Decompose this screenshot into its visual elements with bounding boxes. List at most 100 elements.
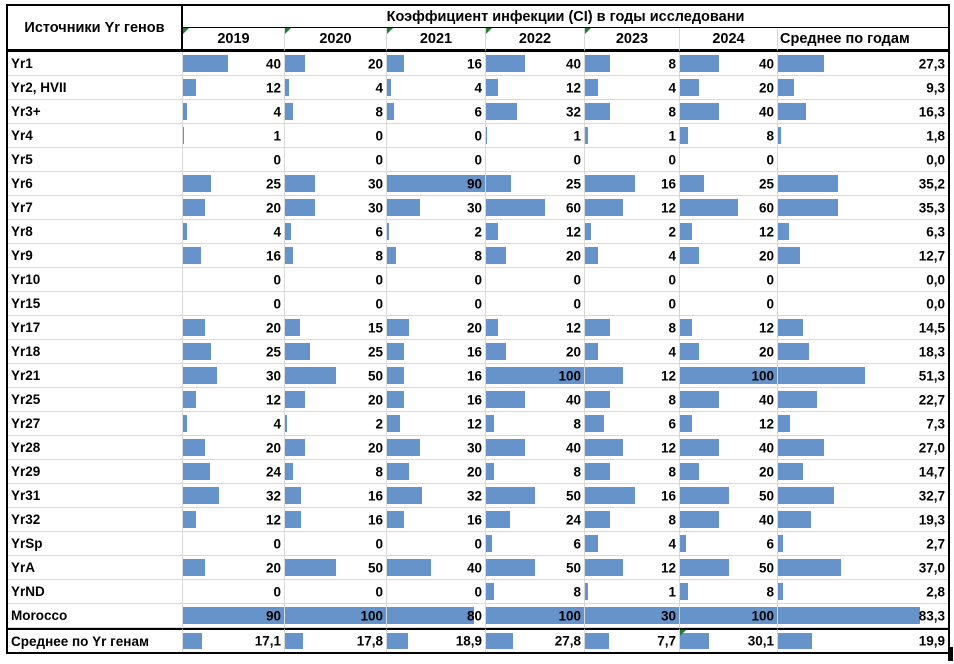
footer-cell[interactable]: 30,1 [680,628,778,652]
table-cell[interactable]: 0 [387,580,486,604]
table-cell-average[interactable]: 0,0 [778,148,948,172]
table-cell[interactable]: 20 [387,460,486,484]
table-cell[interactable]: 8 [285,100,387,124]
table-cell[interactable]: 8 [585,316,680,340]
table-cell[interactable]: 0 [585,148,680,172]
table-cell[interactable]: 50 [680,484,778,508]
table-cell[interactable]: 50 [486,484,585,508]
row-label-cell[interactable]: Yr7 [8,196,183,220]
table-cell[interactable]: 0 [387,532,486,556]
table-cell[interactable]: 25 [680,172,778,196]
table-cell[interactable]: 30 [285,172,387,196]
table-cell-average[interactable]: 12,7 [778,244,948,268]
table-cell[interactable]: 90 [183,604,285,628]
table-cell[interactable]: 100 [486,604,585,628]
row-label-cell[interactable]: Yr31 [8,484,183,508]
table-cell[interactable]: 4 [585,340,680,364]
table-cell[interactable]: 40 [387,556,486,580]
table-cell[interactable]: 16 [387,340,486,364]
table-cell[interactable]: 50 [680,556,778,580]
table-cell[interactable]: 60 [680,196,778,220]
row-label-cell[interactable]: YrA [8,556,183,580]
table-cell[interactable]: 12 [585,436,680,460]
row-label-cell[interactable]: Yr18 [8,340,183,364]
column-header-2019[interactable]: 2019 [183,28,285,52]
table-cell-average[interactable]: 51,3 [778,364,948,388]
table-cell[interactable]: 1 [585,580,680,604]
table-cell[interactable]: 40 [680,508,778,532]
table-cell[interactable]: 25 [285,340,387,364]
table-cell[interactable]: 0 [285,292,387,316]
table-cell[interactable]: 20 [680,76,778,100]
table-cell[interactable]: 16 [585,172,680,196]
table-cell[interactable]: 2 [285,412,387,436]
table-cell[interactable]: 12 [486,220,585,244]
table-cell[interactable]: 40 [486,52,585,76]
table-cell-average[interactable]: 18,3 [778,340,948,364]
table-cell[interactable]: 16 [387,508,486,532]
table-cell[interactable]: 4 [387,76,486,100]
table-cell[interactable]: 20 [387,316,486,340]
table-cell[interactable]: 16 [183,244,285,268]
table-cell[interactable]: 30 [387,196,486,220]
table-cell[interactable]: 4 [183,220,285,244]
table-cell[interactable]: 25 [486,172,585,196]
table-cell[interactable]: 32 [183,484,285,508]
table-cell[interactable]: 20 [183,196,285,220]
table-cell[interactable]: 12 [183,388,285,412]
table-cell[interactable]: 4 [585,532,680,556]
table-cell[interactable]: 24 [183,460,285,484]
table-cell-average[interactable]: 27,0 [778,436,948,460]
table-cell[interactable]: 0 [285,148,387,172]
table-cell[interactable]: 8 [486,412,585,436]
row-label-cell[interactable]: Yr29 [8,460,183,484]
row-label-cell[interactable]: Yr4 [8,124,183,148]
table-cell[interactable]: 0 [585,268,680,292]
table-cell[interactable]: 30 [183,364,285,388]
table-cell[interactable]: 24 [486,508,585,532]
table-cell[interactable]: 20 [285,436,387,460]
table-cell[interactable]: 8 [680,124,778,148]
table-cell[interactable]: 4 [183,100,285,124]
column-header-2023[interactable]: 2023 [585,28,680,52]
table-cell-average[interactable]: 16,3 [778,100,948,124]
row-label-cell[interactable]: Morocco [8,604,183,628]
footer-cell[interactable]: 18,9 [387,628,486,652]
row-label-cell[interactable]: Yr27 [8,412,183,436]
table-cell[interactable]: 20 [183,316,285,340]
table-cell[interactable]: 0 [183,580,285,604]
table-cell[interactable]: 32 [387,484,486,508]
table-cell-average[interactable]: 9,3 [778,76,948,100]
table-cell[interactable]: 0 [183,268,285,292]
row-label-cell[interactable]: YrSp [8,532,183,556]
table-cell[interactable]: 0 [285,268,387,292]
table-cell[interactable]: 0 [183,532,285,556]
table-cell[interactable]: 6 [285,220,387,244]
table-cell[interactable]: 8 [486,580,585,604]
table-cell[interactable]: 8 [585,52,680,76]
table-cell[interactable]: 0 [585,292,680,316]
table-cell[interactable]: 50 [285,364,387,388]
table-cell[interactable]: 12 [680,316,778,340]
row-label-cell[interactable]: Yr15 [8,292,183,316]
table-cell[interactable]: 6 [486,532,585,556]
table-cell[interactable]: 16 [387,364,486,388]
table-cell-average[interactable]: 14,5 [778,316,948,340]
table-cell[interactable]: 1 [486,124,585,148]
table-cell-average[interactable]: 35,2 [778,172,948,196]
table-cell[interactable]: 0 [285,580,387,604]
table-cell[interactable]: 12 [585,196,680,220]
table-cell[interactable]: 8 [680,580,778,604]
table-cell[interactable]: 20 [285,52,387,76]
table-cell[interactable]: 12 [486,76,585,100]
table-cell[interactable]: 20 [285,388,387,412]
table-cell[interactable]: 0 [680,292,778,316]
table-cell-average[interactable]: 6,3 [778,220,948,244]
table-cell[interactable]: 0 [680,148,778,172]
table-cell[interactable]: 40 [680,52,778,76]
table-cell-average[interactable]: 19,3 [778,508,948,532]
table-cell[interactable]: 16 [387,388,486,412]
table-cell[interactable]: 30 [387,436,486,460]
table-cell[interactable]: 16 [585,484,680,508]
table-cell[interactable]: 0 [387,148,486,172]
